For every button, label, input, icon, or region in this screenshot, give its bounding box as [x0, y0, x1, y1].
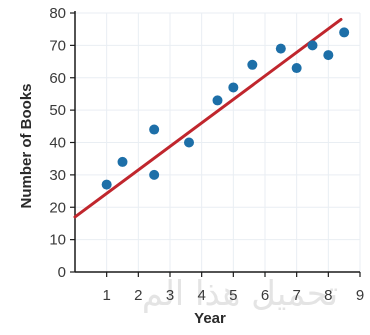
- data-point: [212, 95, 223, 106]
- grid-lines: [75, 12, 361, 272]
- data-point: [117, 156, 128, 167]
- data-points: [101, 27, 350, 190]
- data-point: [291, 63, 302, 74]
- x-tick-label: 9: [356, 287, 364, 304]
- data-point: [275, 43, 286, 54]
- y-tick-label: 0: [58, 264, 66, 281]
- trend-line: [73, 17, 343, 219]
- x-tick-label: 6: [261, 287, 269, 304]
- x-axis-title: Year: [194, 310, 226, 327]
- x-tick-label: 5: [229, 287, 237, 304]
- data-point: [149, 169, 160, 180]
- x-tick-label: 3: [166, 287, 174, 304]
- y-tick-label: 10: [49, 232, 66, 249]
- y-tick-label: 50: [49, 102, 66, 119]
- x-tick-label: 8: [324, 287, 332, 304]
- watermark-text: تحميل هذا الم: [142, 274, 338, 314]
- data-point: [149, 124, 160, 135]
- x-tick-label: 4: [197, 287, 205, 304]
- x-tick-label: 2: [134, 287, 142, 304]
- y-tick-label: 80: [49, 5, 66, 22]
- data-point: [307, 40, 318, 51]
- y-tick-label: 60: [49, 70, 66, 87]
- data-point: [323, 50, 334, 61]
- data-point: [247, 59, 258, 70]
- data-point: [184, 137, 194, 148]
- y-tick-label: 30: [49, 167, 66, 184]
- x-tick-labels: 1 2 3 4 5 6 7 8 9: [102, 287, 364, 304]
- x-tick-label: 7: [292, 287, 300, 304]
- data-point: [101, 179, 112, 190]
- axes: [70, 11, 361, 277]
- data-point: [228, 82, 239, 93]
- y-tick-label: 40: [49, 135, 66, 152]
- x-tick-label: 1: [102, 287, 110, 304]
- y-axis-title: Number of Books: [18, 83, 35, 208]
- y-tick-labels: 0 10 20 30 40 50 60 70 80: [49, 5, 66, 281]
- y-tick-label: 70: [49, 37, 66, 54]
- data-point: [339, 27, 350, 38]
- y-tick-label: 20: [49, 199, 66, 216]
